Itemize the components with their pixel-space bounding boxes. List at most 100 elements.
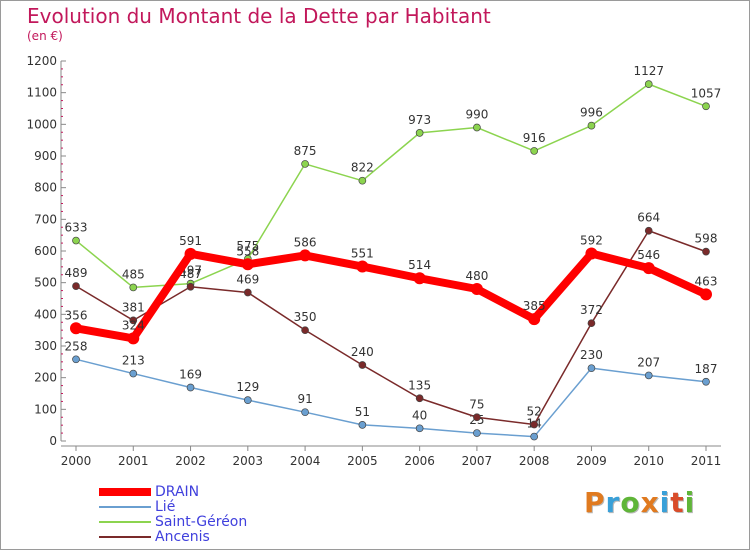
data-point-lie: [702, 377, 710, 386]
data-point-ancenis: [186, 282, 195, 291]
data-point-lie: [243, 396, 252, 404]
legend-label-drain: DRAIN: [155, 484, 200, 500]
data-point-drain: [585, 247, 598, 260]
x-tick-label: 2005: [347, 454, 378, 468]
data-label-ancenis: 487: [179, 267, 202, 281]
data-label-saint-gereon: 875: [294, 144, 317, 158]
x-tick-label: 2006: [404, 454, 435, 468]
data-point-drain: [241, 258, 254, 271]
data-label-saint-gereon: 1057: [691, 86, 722, 100]
data-point-ancenis: [644, 226, 653, 235]
data-point-saint-gereon: [415, 129, 424, 137]
legend-swatch-saint-gereon: [99, 521, 151, 523]
data-point-lie: [186, 383, 195, 392]
data-point-ancenis: [358, 361, 367, 369]
legend-label-lie: Lié: [155, 499, 176, 515]
data-label-ancenis: 598: [695, 232, 718, 246]
y-tick-label: 500: [34, 276, 57, 290]
data-label-drain: 514: [408, 258, 431, 272]
data-label-lie: 169: [179, 367, 202, 381]
proxiti-logo: Proxiti: [584, 486, 696, 519]
data-point-saint-gereon: [530, 147, 539, 155]
data-label-drain: 592: [580, 234, 603, 248]
data-point-lie: [358, 421, 367, 429]
data-label-ancenis: 135: [408, 378, 431, 392]
data-label-lie: 40: [412, 408, 427, 422]
legend-label-ancenis: Ancenis: [155, 529, 210, 545]
data-point-lie: [644, 371, 653, 380]
data-label-saint-gereon: 916: [523, 131, 546, 145]
data-point-drain: [299, 249, 312, 262]
data-label-ancenis: 489: [65, 266, 88, 280]
data-point-lie: [72, 355, 80, 364]
x-tick-label: 2011: [691, 454, 722, 468]
data-point-drain: [184, 247, 197, 260]
data-label-saint-gereon: 1127: [633, 64, 664, 78]
data-point-ancenis: [129, 316, 138, 325]
data-label-saint-gereon: 485: [122, 267, 145, 281]
data-point-saint-gereon: [587, 121, 596, 130]
y-tick-label: 1200: [26, 54, 57, 68]
data-label-drain: 551: [351, 247, 374, 261]
data-point-ancenis: [72, 282, 80, 290]
data-label-drain: 480: [465, 269, 488, 283]
data-label-lie: 129: [236, 380, 259, 394]
y-tick-label: 200: [34, 371, 57, 385]
data-point-drain: [470, 283, 483, 295]
data-point-ancenis: [301, 326, 309, 335]
data-label-lie: 258: [65, 339, 88, 353]
series-line-saint-gereon: [75, 83, 707, 289]
data-point-lie: [473, 429, 481, 437]
data-label-saint-gereon: 633: [65, 221, 88, 235]
data-label-ancenis: 372: [580, 303, 603, 317]
x-tick-label: 2002: [175, 454, 206, 468]
data-point-ancenis: [415, 394, 424, 403]
data-point-lie: [129, 369, 138, 378]
data-label-lie: 207: [637, 355, 660, 369]
data-label-drain: 558: [236, 244, 259, 258]
y-tick-label: 800: [34, 181, 57, 195]
data-label-lie: 213: [122, 354, 145, 368]
data-label-ancenis: 75: [469, 397, 484, 411]
data-label-saint-gereon: 973: [408, 113, 431, 127]
y-tick-label: 100: [34, 402, 57, 416]
data-point-saint-gereon: [358, 176, 367, 185]
data-label-ancenis: 381: [122, 300, 145, 314]
y-tick-label: 300: [34, 339, 57, 353]
legend-swatch-ancenis: [99, 536, 151, 538]
data-point-saint-gereon: [644, 80, 653, 88]
data-label-lie: 51: [355, 405, 370, 419]
y-tick-label: 400: [34, 307, 57, 321]
data-point-drain: [70, 322, 82, 335]
y-tick-label: 700: [34, 212, 57, 226]
legend-swatch-lie: [99, 506, 151, 508]
data-label-drain: 385: [523, 299, 546, 313]
x-tick-label: 2001: [118, 454, 149, 468]
data-point-drain: [127, 332, 140, 345]
data-point-ancenis: [587, 319, 596, 328]
data-point-ancenis: [243, 288, 252, 297]
y-tick-label: 900: [34, 149, 57, 163]
data-label-saint-gereon: 990: [465, 108, 488, 122]
data-point-saint-gereon: [72, 236, 80, 245]
data-label-drain: 546: [637, 248, 660, 262]
data-point-lie: [415, 424, 424, 433]
data-point-drain: [700, 288, 712, 301]
data-point-lie: [587, 364, 596, 373]
y-tick-label: 1100: [26, 86, 57, 100]
y-tick-label: 600: [34, 244, 57, 258]
series-line-lie: [75, 358, 707, 438]
data-point-drain: [642, 262, 655, 275]
legend-label-saint-gereon: Saint-Géréon: [155, 514, 248, 530]
chart-title: Evolution du Montant de la Dette par Hab…: [27, 4, 491, 28]
data-point-saint-gereon: [301, 160, 309, 168]
x-tick-label: 2007: [462, 454, 493, 468]
data-label-drain: 463: [695, 274, 718, 288]
data-label-drain: 324: [122, 318, 145, 332]
data-point-saint-gereon: [702, 102, 710, 111]
data-label-ancenis: 350: [294, 310, 317, 324]
data-label-ancenis: 52: [527, 405, 542, 419]
series-line-ancenis: [75, 229, 707, 426]
data-label-lie: 187: [695, 362, 718, 376]
